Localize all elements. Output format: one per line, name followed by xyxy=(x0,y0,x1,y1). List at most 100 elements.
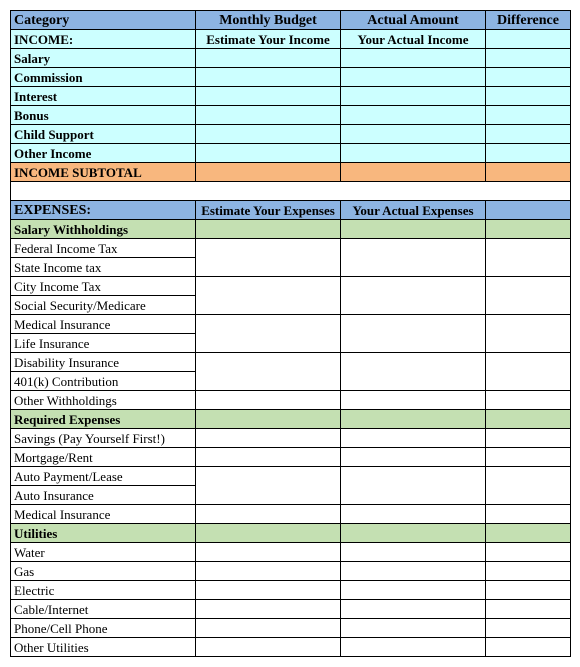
expense-cell-actual[interactable] xyxy=(341,619,486,638)
expense-cell-actual[interactable] xyxy=(341,638,486,657)
expense-row-label: Life Insurance xyxy=(11,334,196,353)
expense-cell-budget[interactable] xyxy=(196,543,341,562)
expense-cell-budget[interactable] xyxy=(196,467,341,486)
expenses-actual-label: Your Actual Expenses xyxy=(341,201,486,220)
expense-cell-diff xyxy=(486,581,571,600)
income-cell-budget[interactable] xyxy=(196,68,341,87)
expense-cell-actual[interactable] xyxy=(341,429,486,448)
expense-cell-actual[interactable] xyxy=(341,448,486,467)
expense-row-label: Electric xyxy=(11,581,196,600)
expense-cell-diff xyxy=(486,486,571,505)
expense-row-label: Other Withholdings xyxy=(11,391,196,410)
expense-cell-budget[interactable] xyxy=(196,581,341,600)
income-cell-diff xyxy=(486,125,571,144)
expense-cell-diff xyxy=(486,600,571,619)
expense-cell-actual[interactable] xyxy=(341,486,486,505)
expense-cell-actual[interactable] xyxy=(341,277,486,296)
expense-cell-budget[interactable] xyxy=(196,505,341,524)
income-subtotal-diff xyxy=(486,163,571,182)
expense-cell-budget[interactable] xyxy=(196,353,341,372)
expenses-estimate-label: Estimate Your Expenses xyxy=(196,201,341,220)
expense-cell-actual[interactable] xyxy=(341,600,486,619)
expense-cell-diff xyxy=(486,296,571,315)
expense-cell-budget[interactable] xyxy=(196,448,341,467)
income-cell-actual[interactable] xyxy=(341,68,486,87)
expense-cell-budget[interactable] xyxy=(196,334,341,353)
expense-cell-diff xyxy=(486,448,571,467)
income-cell-budget[interactable] xyxy=(196,106,341,125)
income-subtotal-budget xyxy=(196,163,341,182)
expense-cell-diff xyxy=(486,258,571,277)
expense-cell-actual[interactable] xyxy=(341,581,486,600)
income-row-label: Commission xyxy=(11,68,196,87)
col-header-difference: Difference xyxy=(486,11,571,30)
expense-row-label: Medical Insurance xyxy=(11,315,196,334)
expense-cell-actual[interactable] xyxy=(341,239,486,258)
expense-cell-budget[interactable] xyxy=(196,239,341,258)
income-row-label: Child Support xyxy=(11,125,196,144)
expense-cell-diff xyxy=(486,562,571,581)
expense-section-heading: Required Expenses xyxy=(11,410,196,429)
col-header-monthly-budget: Monthly Budget xyxy=(196,11,341,30)
income-cell-actual[interactable] xyxy=(341,144,486,163)
expense-cell-budget[interactable] xyxy=(196,619,341,638)
income-cell-budget[interactable] xyxy=(196,144,341,163)
expense-cell-budget[interactable] xyxy=(196,429,341,448)
expense-cell-diff xyxy=(486,543,571,562)
income-row-label: Bonus xyxy=(11,106,196,125)
expenses-title: EXPENSES: xyxy=(11,201,196,220)
expense-cell-budget[interactable] xyxy=(196,277,341,296)
income-cell-budget[interactable] xyxy=(196,49,341,68)
expense-cell-budget[interactable] xyxy=(196,296,341,315)
expense-cell-diff xyxy=(486,467,571,486)
expense-cell-diff xyxy=(486,638,571,657)
income-row-label: Salary xyxy=(11,49,196,68)
expense-cell-actual[interactable] xyxy=(341,562,486,581)
expense-cell-diff xyxy=(486,429,571,448)
expense-section-heading: Utilities xyxy=(11,524,196,543)
expense-cell-budget[interactable] xyxy=(196,315,341,334)
expense-cell-actual[interactable] xyxy=(341,353,486,372)
expense-cell-actual[interactable] xyxy=(341,315,486,334)
income-cell-diff xyxy=(486,68,571,87)
expense-cell-budget[interactable] xyxy=(196,258,341,277)
expense-cell-budget[interactable] xyxy=(196,391,341,410)
expense-row-label: Social Security/Medicare xyxy=(11,296,196,315)
expense-section-heading: Salary Withholdings xyxy=(11,220,196,239)
expense-cell-budget[interactable] xyxy=(196,486,341,505)
expense-cell-budget[interactable] xyxy=(196,372,341,391)
income-cell-actual[interactable] xyxy=(341,106,486,125)
expense-row-label: Mortgage/Rent xyxy=(11,448,196,467)
income-cell-actual[interactable] xyxy=(341,87,486,106)
expense-row-label: Medical Insurance xyxy=(11,505,196,524)
expense-cell-diff xyxy=(486,619,571,638)
expense-cell-budget[interactable] xyxy=(196,562,341,581)
expense-cell-actual[interactable] xyxy=(341,543,486,562)
expense-row-label: Water xyxy=(11,543,196,562)
expense-cell-actual[interactable] xyxy=(341,334,486,353)
expense-cell-diff xyxy=(486,372,571,391)
expense-row-label: Cable/Internet xyxy=(11,600,196,619)
expense-cell-budget[interactable] xyxy=(196,600,341,619)
income-cell-budget[interactable] xyxy=(196,87,341,106)
income-cell-budget[interactable] xyxy=(196,125,341,144)
expense-cell-diff xyxy=(486,239,571,258)
expense-cell-actual[interactable] xyxy=(341,296,486,315)
expense-row-label: Disability Insurance xyxy=(11,353,196,372)
expense-cell-actual[interactable] xyxy=(341,467,486,486)
expense-row-label: Auto Payment/Lease xyxy=(11,467,196,486)
expense-cell-actual[interactable] xyxy=(341,372,486,391)
income-cell-actual[interactable] xyxy=(341,125,486,144)
expense-cell-actual[interactable] xyxy=(341,391,486,410)
income-cell-actual[interactable] xyxy=(341,49,486,68)
expense-cell-diff xyxy=(486,315,571,334)
expense-cell-actual[interactable] xyxy=(341,258,486,277)
income-row-label: Other Income xyxy=(11,144,196,163)
expense-cell-diff xyxy=(486,391,571,410)
expense-cell-budget[interactable] xyxy=(196,638,341,657)
expense-cell-actual[interactable] xyxy=(341,505,486,524)
expense-row-label: 401(k) Contribution xyxy=(11,372,196,391)
expense-cell-diff xyxy=(486,353,571,372)
income-subtotal-label: INCOME SUBTOTAL xyxy=(11,163,196,182)
expense-row-label: Federal Income Tax xyxy=(11,239,196,258)
